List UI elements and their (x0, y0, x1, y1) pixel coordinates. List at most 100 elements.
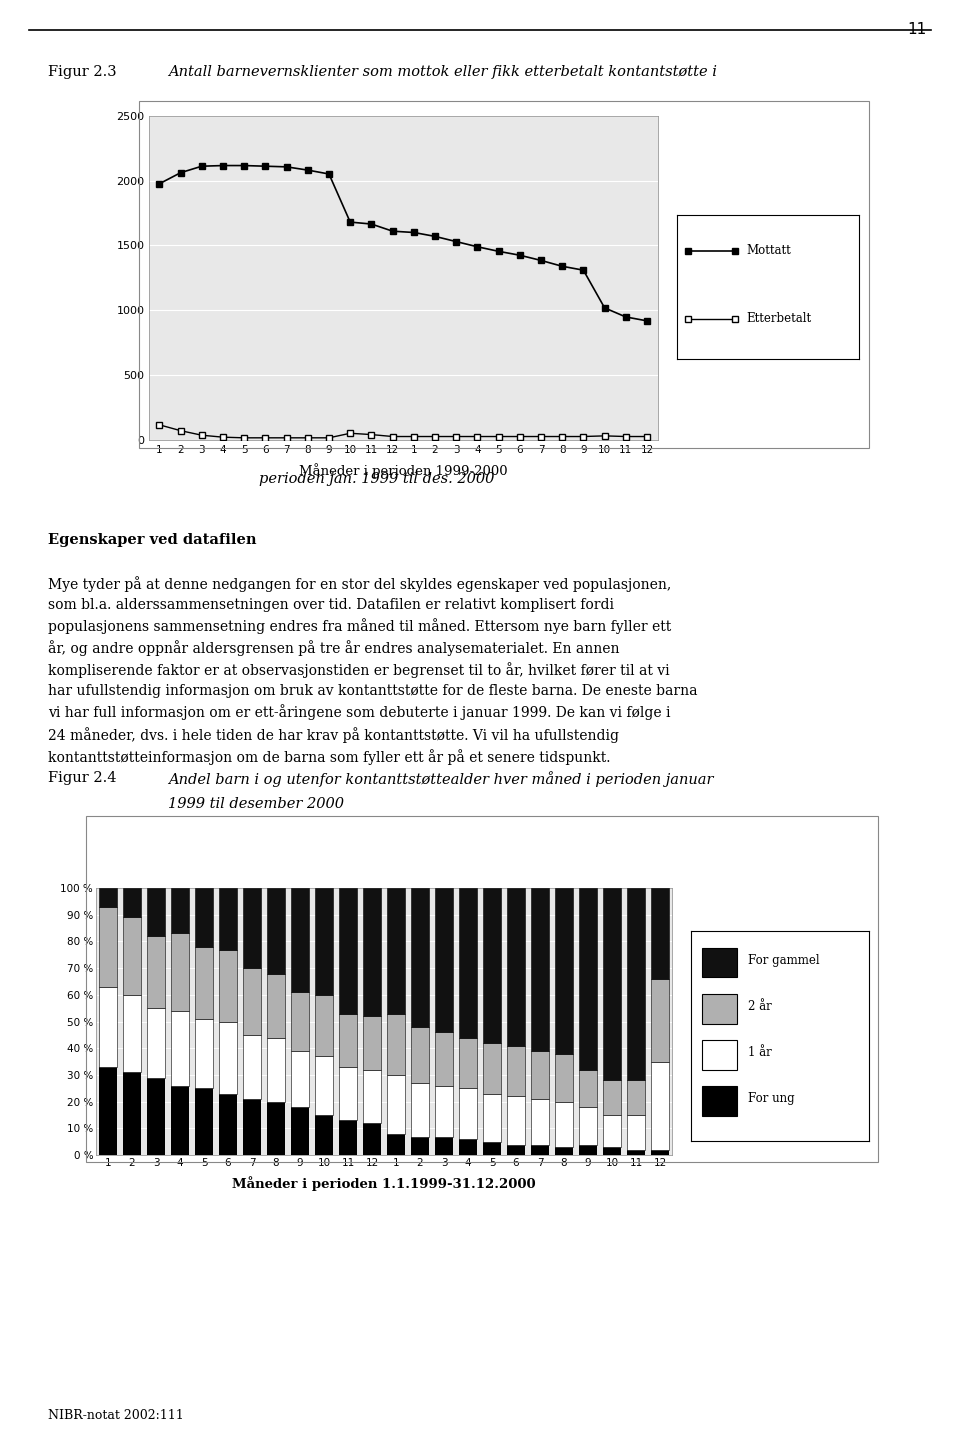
Bar (171, 888, 189, 933)
Bar (195, 888, 213, 947)
Text: Figur 2.4: Figur 2.4 (48, 771, 116, 786)
Bar (267, 973, 285, 1038)
Bar (339, 1014, 357, 1067)
Bar (411, 1136, 429, 1155)
Bar (411, 1027, 429, 1083)
Bar (627, 1149, 645, 1155)
Bar (411, 1083, 429, 1136)
Bar (507, 1145, 525, 1155)
Bar (123, 995, 141, 1073)
Bar (243, 1035, 261, 1099)
Bar (339, 1121, 357, 1155)
Bar (147, 1008, 165, 1077)
Bar (531, 1099, 549, 1145)
Bar (219, 1022, 237, 1093)
Bar (243, 1099, 261, 1155)
Bar (147, 1077, 165, 1155)
Bar (99, 986, 117, 1067)
Bar (555, 1147, 573, 1155)
Bar (702, 1086, 737, 1116)
Bar (702, 993, 737, 1024)
Bar (291, 1108, 309, 1155)
Bar (435, 1086, 453, 1136)
Text: NIBR-notat 2002:111: NIBR-notat 2002:111 (48, 1409, 183, 1422)
Bar (291, 1051, 309, 1108)
Bar (483, 888, 501, 1043)
Bar (531, 1145, 549, 1155)
Bar (603, 1147, 621, 1155)
Text: 2 år: 2 år (748, 1001, 772, 1014)
Bar (627, 1080, 645, 1115)
Bar (387, 1074, 405, 1134)
Bar (702, 949, 737, 978)
Bar (243, 888, 261, 967)
Bar (651, 979, 669, 1061)
Bar (387, 888, 405, 1014)
X-axis label: Måneder i perioden 1999-2000: Måneder i perioden 1999-2000 (299, 464, 508, 478)
Text: Andel barn i og utenfor kontanttstøttealder hver måned i perioden januar: Andel barn i og utenfor kontanttstøtteal… (168, 771, 713, 787)
Text: For ung: For ung (748, 1092, 795, 1106)
Bar (315, 1115, 333, 1155)
Text: Antall barnevernsklienter som mottok eller fikk etterbetalt kontantstøtte i: Antall barnevernsklienter som mottok ell… (168, 65, 717, 79)
Bar (171, 1086, 189, 1155)
Bar (171, 933, 189, 1011)
Bar (147, 936, 165, 1008)
Bar (363, 1017, 381, 1070)
Bar (603, 1115, 621, 1147)
Bar (195, 1089, 213, 1155)
Bar (315, 995, 333, 1057)
Bar (555, 1054, 573, 1102)
Bar (171, 1011, 189, 1086)
Bar (555, 1102, 573, 1147)
Bar (435, 888, 453, 1032)
Bar (651, 1061, 669, 1149)
Text: Mye tyder på at denne nedgangen for en stor del skyldes egenskaper ved populasjo: Mye tyder på at denne nedgangen for en s… (48, 576, 698, 765)
Bar (315, 888, 333, 995)
Bar (411, 888, 429, 1027)
Bar (267, 888, 285, 973)
Bar (531, 888, 549, 1051)
Bar (579, 1145, 597, 1155)
Bar (531, 1051, 549, 1099)
Bar (123, 1073, 141, 1155)
Bar (579, 888, 597, 1070)
Bar (579, 1108, 597, 1145)
Bar (387, 1134, 405, 1155)
Text: Etterbetalt: Etterbetalt (746, 312, 811, 325)
Text: Mottatt: Mottatt (746, 244, 791, 257)
Bar (603, 888, 621, 1080)
Bar (459, 1139, 477, 1155)
Bar (387, 1014, 405, 1074)
Bar (483, 1093, 501, 1142)
Bar (243, 967, 261, 1035)
Bar (267, 1102, 285, 1155)
Bar (435, 1136, 453, 1155)
Bar (363, 1070, 381, 1123)
Bar (555, 888, 573, 1054)
Bar (219, 950, 237, 1022)
Bar (702, 1040, 737, 1070)
Text: 11: 11 (907, 22, 926, 36)
Bar (291, 992, 309, 1051)
X-axis label: Måneder i perioden 1.1.1999-31.12.2000: Måneder i perioden 1.1.1999-31.12.2000 (232, 1177, 536, 1191)
Bar (291, 888, 309, 992)
Bar (651, 1149, 669, 1155)
Bar (459, 1089, 477, 1139)
Bar (123, 917, 141, 995)
Text: 1 år: 1 år (748, 1047, 772, 1060)
Bar (195, 1019, 213, 1089)
Bar (147, 888, 165, 936)
Bar (507, 1096, 525, 1145)
Bar (603, 1080, 621, 1115)
Bar (363, 888, 381, 1017)
Bar (99, 1067, 117, 1155)
Bar (219, 1093, 237, 1155)
Bar (99, 888, 117, 907)
Bar (195, 947, 213, 1019)
Bar (459, 888, 477, 1038)
Bar (267, 1038, 285, 1102)
Bar (123, 888, 141, 917)
Text: perioden jan. 1999 til des. 2000: perioden jan. 1999 til des. 2000 (259, 472, 494, 487)
Bar (483, 1142, 501, 1155)
Bar (219, 888, 237, 950)
